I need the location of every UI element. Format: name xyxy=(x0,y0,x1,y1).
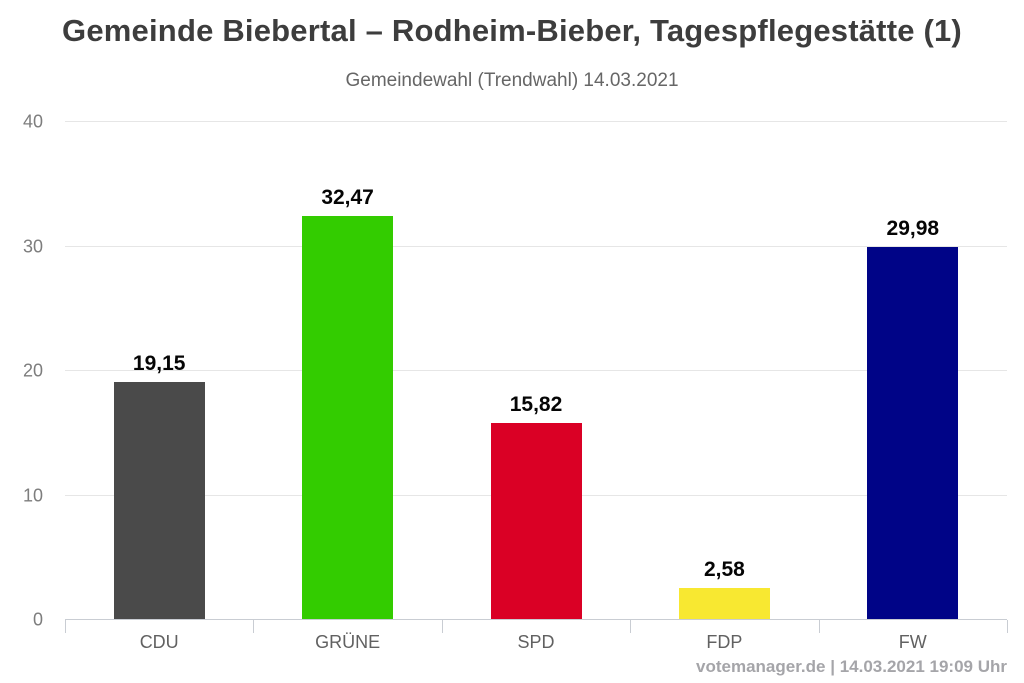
bar-spd[interactable] xyxy=(490,423,582,620)
value-label-cdu: 19,15 xyxy=(132,351,186,375)
y-tick-label-0: 0 xyxy=(32,609,43,630)
value-label-gruene: 32,47 xyxy=(321,185,374,209)
credits-separator: | xyxy=(830,657,835,676)
x-axis-tick-2 xyxy=(441,620,443,633)
value-label-fdp: 2,58 xyxy=(703,557,745,581)
category-label-cdu: CDU xyxy=(139,632,179,652)
x-axis-tick-0 xyxy=(65,620,66,633)
bar-fw[interactable] xyxy=(867,246,959,620)
x-axis-line xyxy=(65,619,1007,620)
gridline-40 xyxy=(65,121,1007,122)
plot-area: 0 10 20 30 40 19,15 CDU 32,47 GRÜNE 15,82 SPD 2,58 F… xyxy=(23,112,1008,652)
value-label-spd: 15,82 xyxy=(509,393,563,417)
credits-source-link[interactable]: votemanager.de xyxy=(696,657,826,676)
credits: votemanager.de | 14.03.2021 19:09 Uhr xyxy=(696,657,1007,677)
y-tick-label-10: 10 xyxy=(22,485,43,505)
category-label-fdp: FDP xyxy=(706,632,743,652)
credits-timestamp: 14.03.2021 19:09 Uhr xyxy=(839,657,1007,676)
gridline-30 xyxy=(65,245,1007,247)
x-axis-tick-4 xyxy=(818,620,820,633)
bar-fdp[interactable] xyxy=(678,587,770,620)
value-label-fw: 29,98 xyxy=(886,216,940,240)
bar-gruene[interactable] xyxy=(302,215,394,620)
bar-cdu[interactable] xyxy=(113,381,205,620)
page-title: Gemeinde Biebertal – Rodheim-Bieber, Tag… xyxy=(62,13,962,48)
x-axis-tick-3 xyxy=(630,620,632,633)
y-tick-label-20: 20 xyxy=(22,360,43,381)
y-tick-label-30: 30 xyxy=(22,236,43,256)
category-label-gruene: GRÜNE xyxy=(315,632,381,652)
category-label-spd: SPD xyxy=(517,632,555,652)
x-axis-tick-5 xyxy=(1007,620,1008,633)
chart-subtitle: Gemeindewahl (Trendwahl) 14.03.2021 xyxy=(345,70,679,91)
y-tick-label-40: 40 xyxy=(22,111,43,132)
gridline-20 xyxy=(65,370,1007,371)
x-axis-tick-1 xyxy=(253,620,255,633)
category-label-fw: FW xyxy=(898,632,927,652)
